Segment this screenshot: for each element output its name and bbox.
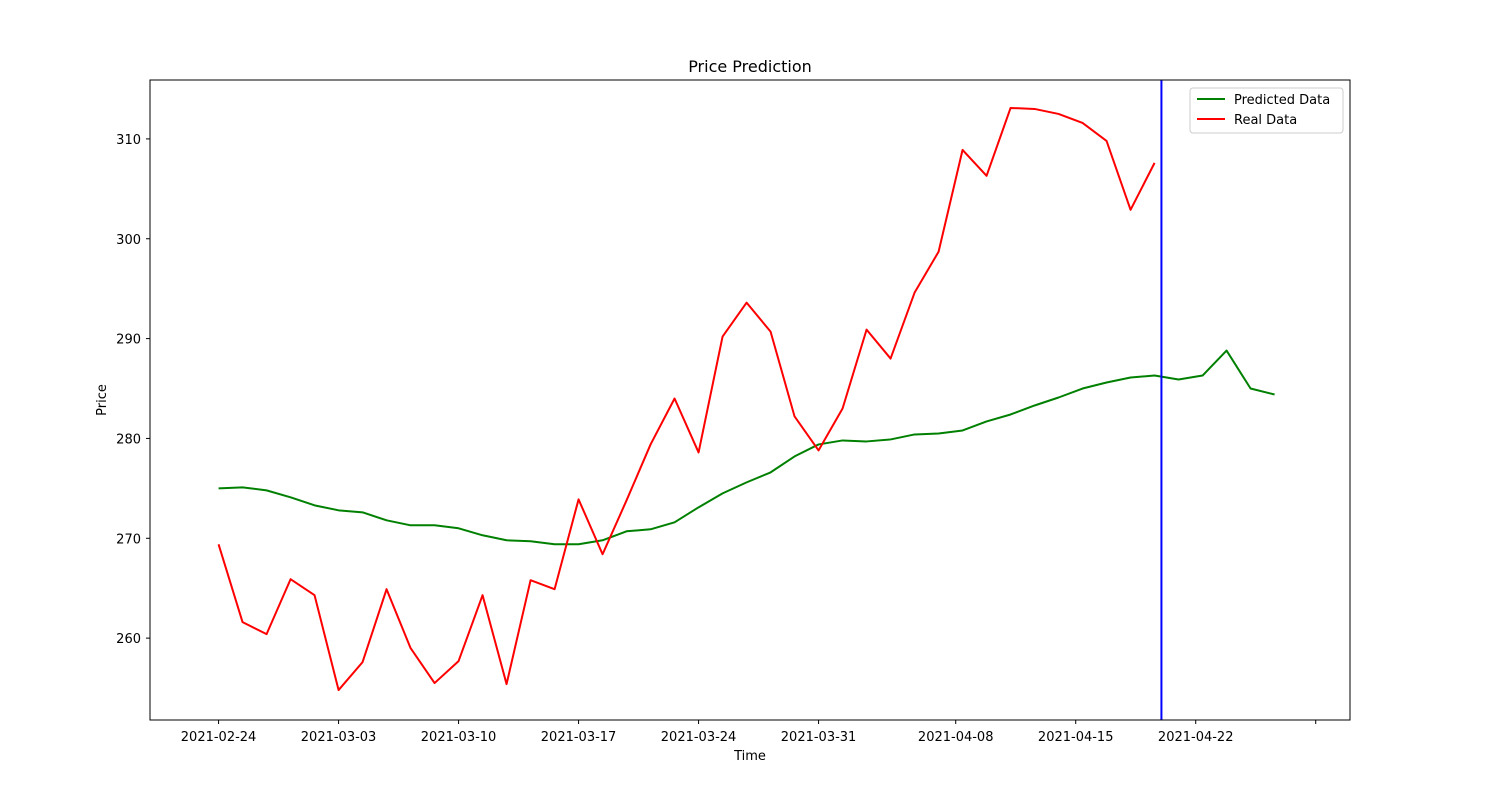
x-axis-title: Time	[733, 749, 766, 764]
y-tick-label: 270	[116, 532, 141, 547]
x-tick-label: 2021-03-10	[421, 730, 497, 745]
series-line-predicted	[218, 349, 1275, 546]
plot-area: 2021-02-24 2021-03-03 2021-03-10 2021-03-17…	[116, 80, 1317, 745]
x-axis-ticks: 2021-02-24 2021-03-03 2021-03-10 2021-03-17…	[181, 720, 1317, 745]
series-lines	[217, 106, 1275, 692]
x-tick-label: 2021-02-24	[181, 730, 257, 745]
y-tick-label: 290	[116, 333, 141, 348]
legend-label-predicted: Predicted Data	[1234, 93, 1330, 108]
chart-title: Price Prediction	[688, 57, 812, 76]
x-tick-label: 2021-03-03	[301, 730, 377, 745]
plot-frame	[149, 79, 1351, 721]
legend: Predicted Data Real Data	[1189, 87, 1344, 134]
x-tick-label: 2021-03-24	[661, 730, 737, 745]
y-tick-label: 310	[116, 133, 141, 148]
x-tick-label: 2021-04-22	[1158, 730, 1234, 745]
legend-label-real: Real Data	[1234, 113, 1297, 128]
y-axis-ticks: 260 270 280 290 300 310	[116, 133, 150, 647]
y-axis-title: Price	[95, 384, 110, 416]
x-tick-label: 2021-03-17	[541, 730, 617, 745]
legend-box	[1189, 87, 1344, 134]
y-tick-label: 260	[116, 632, 141, 647]
x-tick-label: 2021-04-15	[1038, 730, 1114, 745]
y-tick-label: 300	[116, 233, 141, 248]
y-tick-label: 280	[116, 432, 141, 447]
x-tick-label: 2021-04-08	[918, 730, 994, 745]
series-line-real	[217, 106, 1156, 692]
x-tick-label: 2021-03-31	[781, 730, 857, 745]
